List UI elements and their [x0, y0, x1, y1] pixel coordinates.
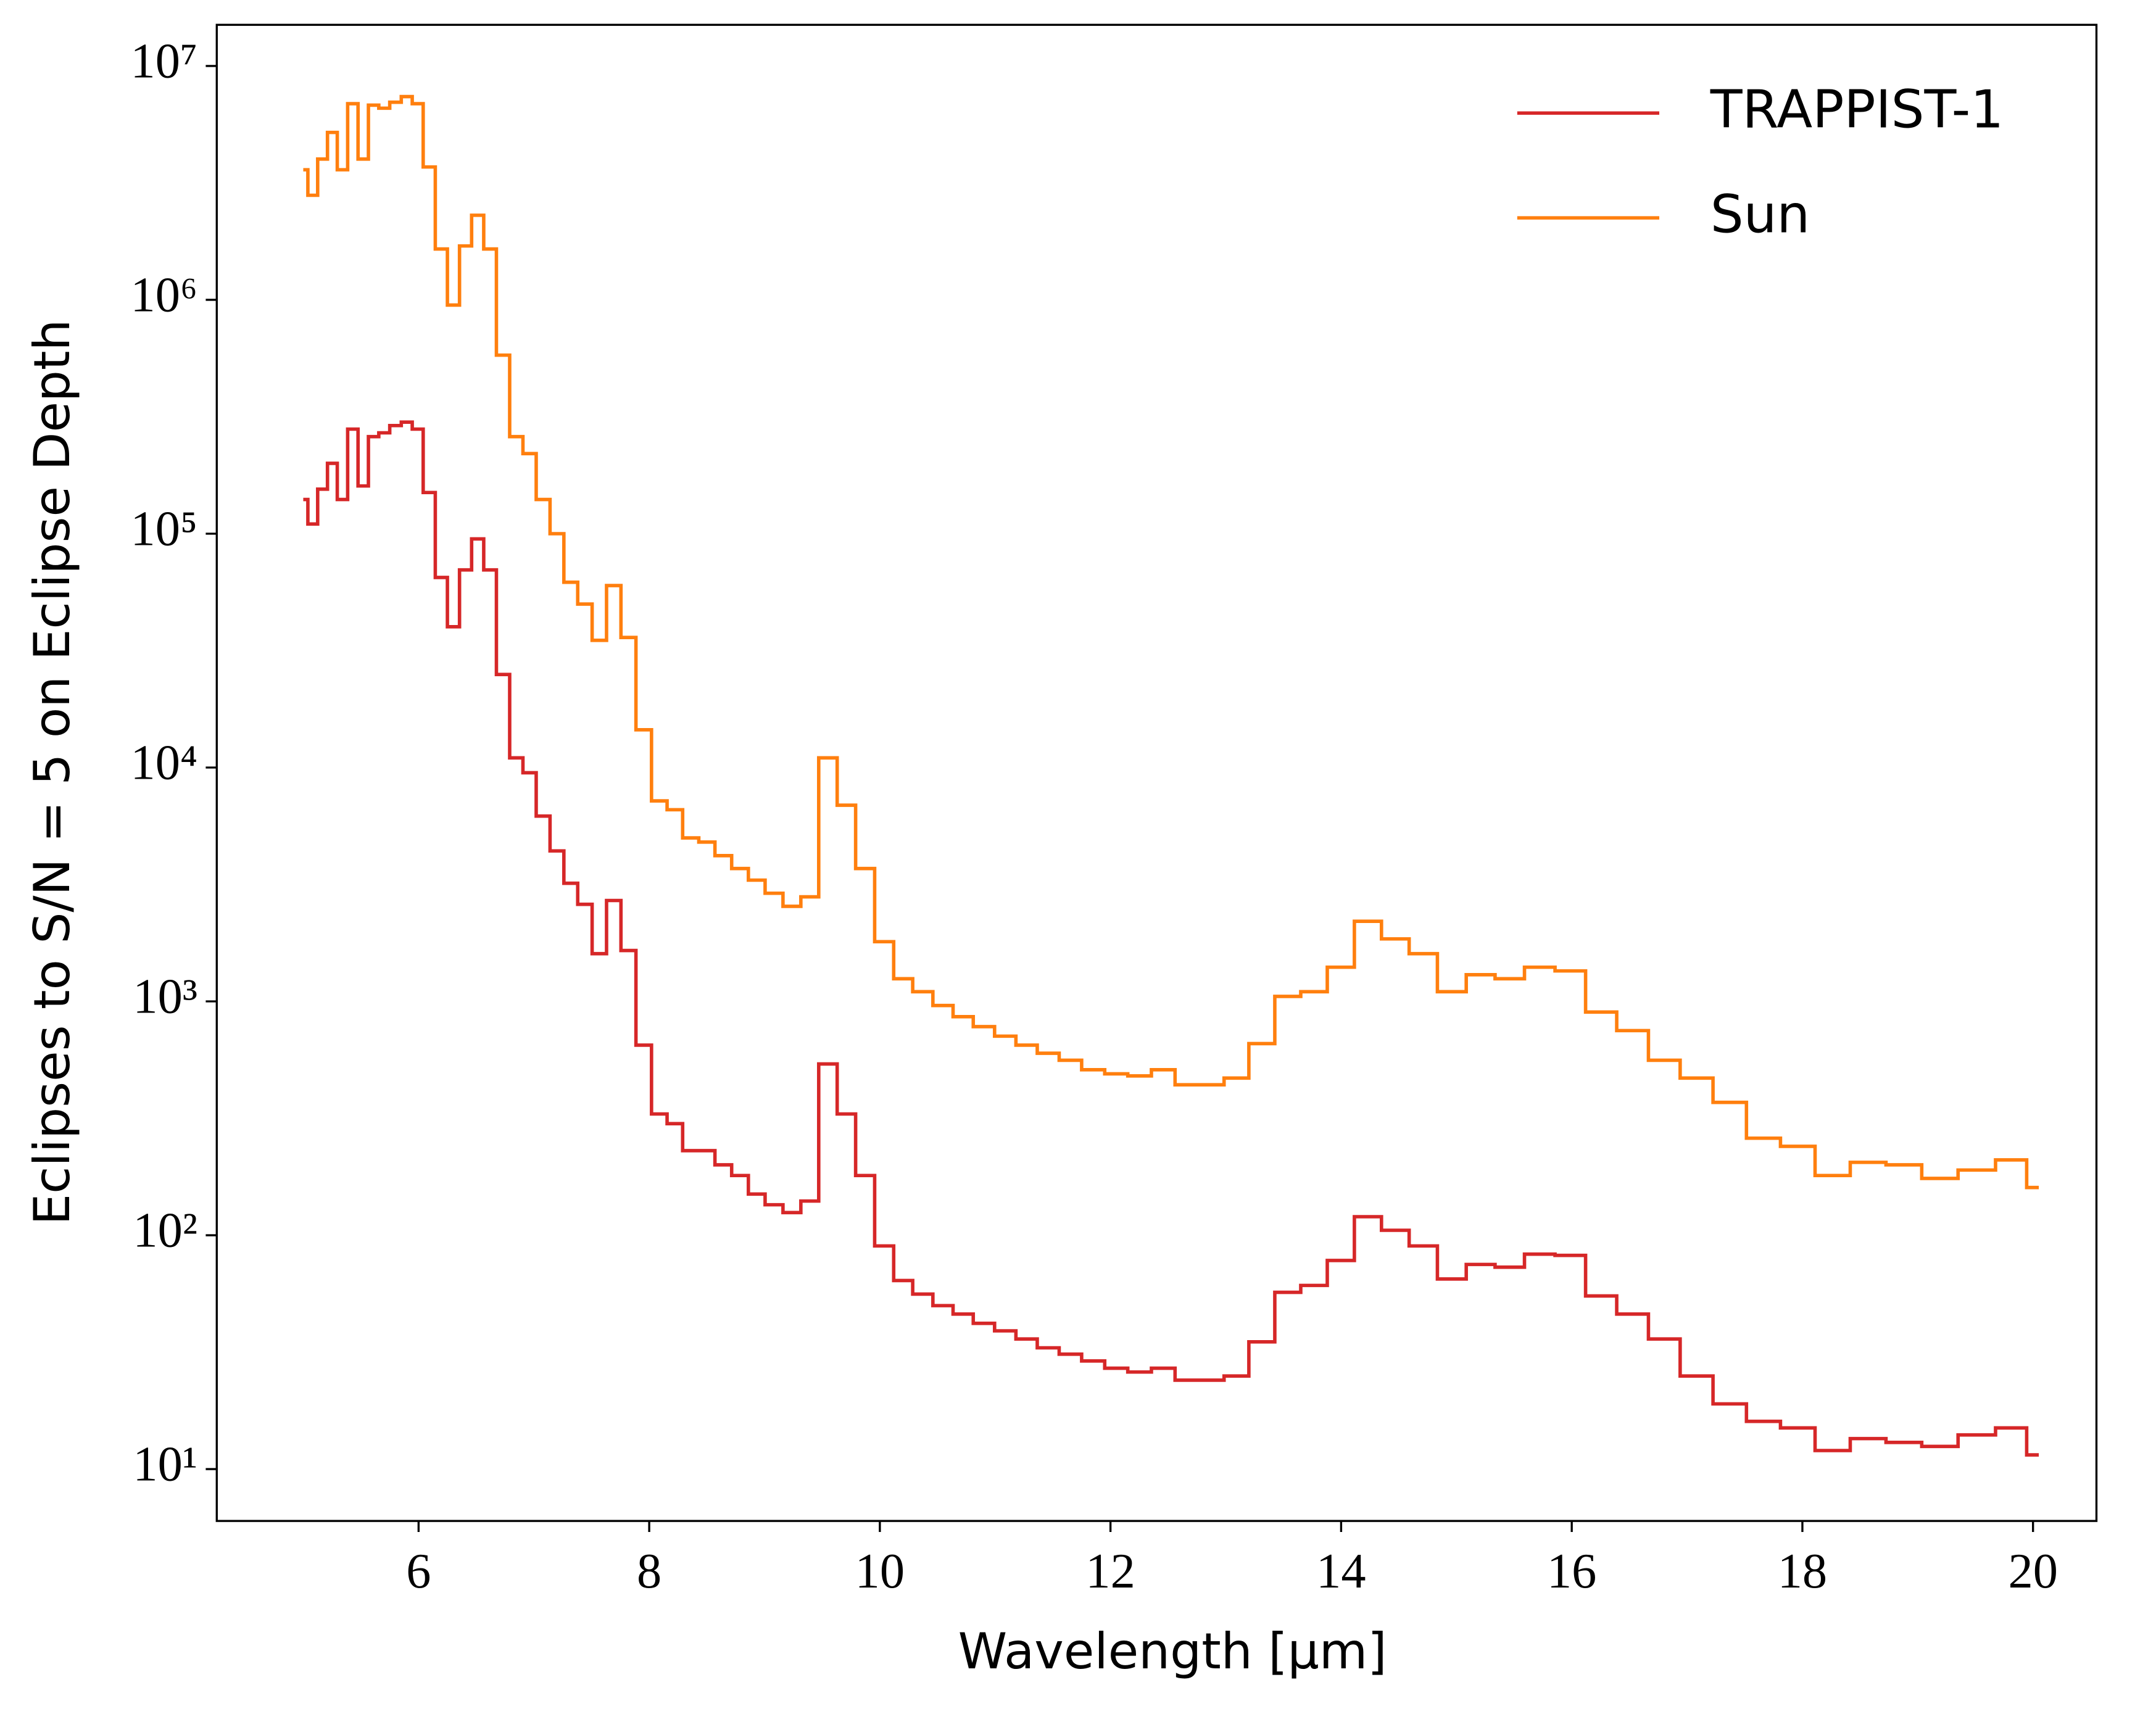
- y-tick-label: 10¹: [133, 1436, 197, 1491]
- x-tick-label: 10: [855, 1544, 905, 1599]
- y-tick-label: 10⁴: [131, 735, 197, 790]
- y-tick-label: 10⁶: [131, 267, 197, 322]
- step-line: [303, 420, 2039, 1457]
- y-tick-label: 10²: [133, 1203, 197, 1257]
- x-tick-label: 16: [1547, 1544, 1596, 1599]
- plot-frame: [215, 23, 2098, 1522]
- step-line: [303, 94, 2039, 1190]
- legend-label: TRAPPIST-1: [1710, 80, 2004, 141]
- x-tick-label: 18: [1778, 1544, 1827, 1599]
- x-tick-label: 6: [406, 1544, 431, 1599]
- x-tick-label: 8: [637, 1544, 661, 1599]
- x-axis-label: Wavelength [μm]: [958, 1622, 1387, 1680]
- x-tick-label: 12: [1085, 1544, 1135, 1599]
- x-tick-label: 14: [1316, 1544, 1366, 1599]
- x-tick-label: 20: [2008, 1544, 2057, 1599]
- legend-label: Sun: [1710, 184, 1810, 246]
- y-tick-label: 10⁵: [131, 501, 197, 556]
- y-axis-label: Eclipses to S/N = 5 on Eclipse Depth: [23, 319, 81, 1225]
- y-tick-label: 10³: [133, 969, 197, 1024]
- y-tick-label: 10⁷: [131, 33, 197, 88]
